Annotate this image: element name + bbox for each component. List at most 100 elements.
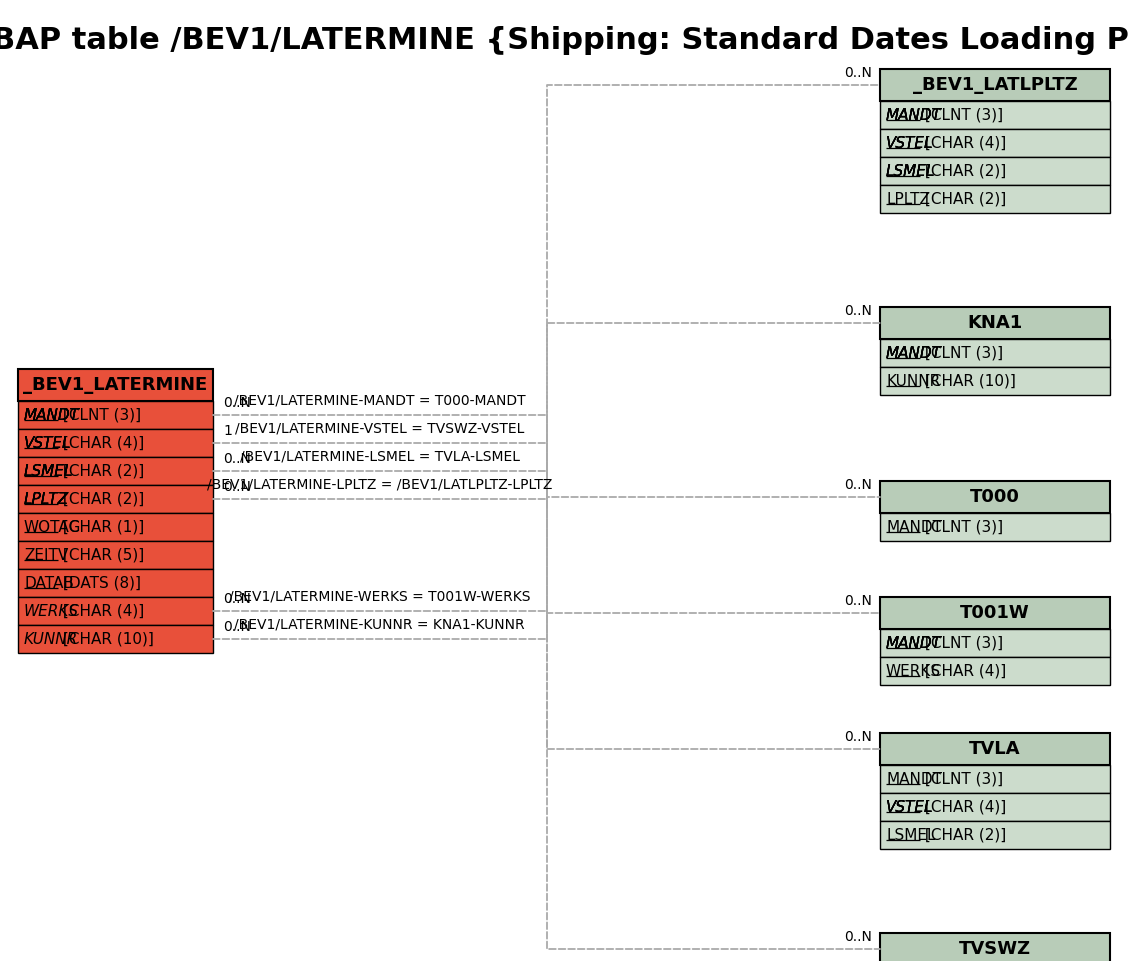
Text: LPLTZ: LPLTZ: [24, 491, 69, 506]
Bar: [18, 485, 213, 513]
Text: [CHAR (10)]: [CHAR (10)]: [920, 374, 1016, 388]
Text: TVSWZ: TVSWZ: [959, 940, 1031, 958]
Text: VSTEL: VSTEL: [24, 435, 71, 451]
Text: [CHAR (2)]: [CHAR (2)]: [59, 491, 144, 506]
Text: [CLNT (3)]: [CLNT (3)]: [920, 635, 1003, 651]
Text: VSTEL: VSTEL: [885, 136, 934, 151]
Text: LSMEL: LSMEL: [24, 463, 73, 479]
Text: 0..N: 0..N: [223, 592, 250, 606]
Text: MANDT: MANDT: [885, 346, 942, 360]
Text: MANDT: MANDT: [24, 407, 80, 423]
Bar: [880, 821, 1110, 849]
Text: T000: T000: [970, 488, 1020, 506]
Text: MANDT: MANDT: [885, 108, 942, 122]
Text: /BEV1/LATERMINE-LPLTZ = /BEV1/LATLPLTZ-LPLTZ: /BEV1/LATERMINE-LPLTZ = /BEV1/LATLPLTZ-L…: [208, 477, 553, 491]
Text: MANDT: MANDT: [885, 346, 942, 360]
Text: MANDT: MANDT: [24, 407, 80, 423]
Text: VSTEL: VSTEL: [24, 435, 71, 451]
Bar: [880, 481, 1110, 513]
Bar: [880, 307, 1110, 339]
Text: 0..N: 0..N: [844, 930, 872, 944]
Text: ZEITV: ZEITV: [24, 548, 69, 562]
Text: LPLTZ: LPLTZ: [24, 491, 69, 506]
Bar: [880, 367, 1110, 395]
Text: _BEV1_LATLPLTZ: _BEV1_LATLPLTZ: [913, 76, 1077, 94]
Text: [CLNT (3)]: [CLNT (3)]: [920, 346, 1003, 360]
Text: LPLTZ: LPLTZ: [24, 491, 69, 506]
Bar: [18, 625, 213, 653]
Text: [CHAR (1)]: [CHAR (1)]: [59, 520, 144, 534]
Text: LPLTZ: LPLTZ: [24, 491, 69, 506]
Bar: [880, 513, 1110, 541]
Bar: [18, 597, 213, 625]
Text: [DATS (8)]: [DATS (8)]: [59, 576, 141, 590]
Bar: [880, 793, 1110, 821]
Text: [CLNT (3)]: [CLNT (3)]: [920, 108, 1003, 122]
Text: [CLNT (3)]: [CLNT (3)]: [920, 520, 1003, 534]
Text: VSTEL: VSTEL: [885, 800, 934, 815]
Text: /BEV1/LATERMINE-MANDT = T000-MANDT: /BEV1/LATERMINE-MANDT = T000-MANDT: [233, 393, 526, 407]
Bar: [880, 157, 1110, 185]
Text: WOTAG: WOTAG: [24, 520, 81, 534]
Bar: [880, 657, 1110, 685]
Text: /BEV1/LATERMINE-WERKS = T001W-WERKS: /BEV1/LATERMINE-WERKS = T001W-WERKS: [229, 589, 530, 603]
Text: VSTEL: VSTEL: [885, 136, 934, 151]
Text: WERKS: WERKS: [885, 663, 941, 678]
Text: LSMEL: LSMEL: [24, 463, 73, 479]
Text: KUNNR: KUNNR: [885, 374, 941, 388]
Text: MANDT: MANDT: [885, 108, 942, 122]
Text: VSTEL: VSTEL: [885, 800, 934, 815]
Text: [CHAR (4)]: [CHAR (4)]: [59, 604, 144, 619]
Text: DATAB: DATAB: [24, 576, 73, 590]
Text: [CHAR (10)]: [CHAR (10)]: [59, 631, 155, 647]
Text: VSTEL: VSTEL: [24, 435, 71, 451]
Text: 0..N: 0..N: [223, 396, 250, 410]
Bar: [880, 185, 1110, 213]
Text: 0..N: 0..N: [223, 620, 250, 634]
Text: MANDT: MANDT: [885, 346, 942, 360]
Text: MANDT: MANDT: [885, 108, 942, 122]
Text: MANDT: MANDT: [885, 635, 942, 651]
Bar: [18, 541, 213, 569]
Text: /BEV1/LATERMINE-VSTEL = TVSWZ-VSTEL: /BEV1/LATERMINE-VSTEL = TVSWZ-VSTEL: [235, 421, 525, 435]
Bar: [880, 629, 1110, 657]
Text: MANDT: MANDT: [24, 407, 80, 423]
Text: [CHAR (2)]: [CHAR (2)]: [920, 163, 1006, 179]
Text: MANDT: MANDT: [885, 108, 942, 122]
Text: LSMEL: LSMEL: [24, 463, 73, 479]
Text: VSTEL: VSTEL: [885, 136, 934, 151]
Text: /BEV1/LATERMINE-LSMEL = TVLA-LSMEL: /BEV1/LATERMINE-LSMEL = TVLA-LSMEL: [240, 449, 520, 463]
Text: LPLTZ: LPLTZ: [885, 191, 929, 207]
Text: MANDT: MANDT: [885, 635, 942, 651]
Text: LSMEL: LSMEL: [24, 463, 73, 479]
Text: LSMEL: LSMEL: [885, 163, 935, 179]
Text: MANDT: MANDT: [24, 407, 80, 423]
Text: MANDT: MANDT: [885, 635, 942, 651]
Bar: [18, 457, 213, 485]
Text: LSMEL: LSMEL: [885, 163, 935, 179]
Text: LSMEL: LSMEL: [885, 163, 935, 179]
Text: 0..N: 0..N: [844, 730, 872, 744]
Text: [CHAR (2)]: [CHAR (2)]: [59, 463, 144, 479]
Text: [CHAR (4)]: [CHAR (4)]: [920, 800, 1006, 815]
Text: 0..N: 0..N: [844, 594, 872, 608]
Text: [CHAR (4)]: [CHAR (4)]: [920, 136, 1006, 151]
Bar: [880, 765, 1110, 793]
Text: WERKS: WERKS: [24, 604, 79, 619]
Text: [CHAR (2)]: [CHAR (2)]: [920, 191, 1006, 207]
Text: LSMEL: LSMEL: [885, 827, 935, 843]
Text: MANDT: MANDT: [885, 772, 942, 786]
Text: [CHAR (4)]: [CHAR (4)]: [920, 663, 1006, 678]
Text: [CHAR (2)]: [CHAR (2)]: [920, 827, 1006, 843]
Text: [CHAR (4)]: [CHAR (4)]: [59, 435, 144, 451]
Text: [CLNT (3)]: [CLNT (3)]: [920, 772, 1003, 786]
Text: TVLA: TVLA: [969, 740, 1021, 758]
Text: VSTEL: VSTEL: [885, 800, 934, 815]
Bar: [18, 513, 213, 541]
Bar: [880, 69, 1110, 101]
Text: MANDT: MANDT: [885, 635, 942, 651]
Text: [CHAR (5)]: [CHAR (5)]: [59, 548, 144, 562]
Bar: [880, 129, 1110, 157]
Text: KUNNR: KUNNR: [24, 631, 78, 647]
Text: VSTEL: VSTEL: [885, 136, 934, 151]
